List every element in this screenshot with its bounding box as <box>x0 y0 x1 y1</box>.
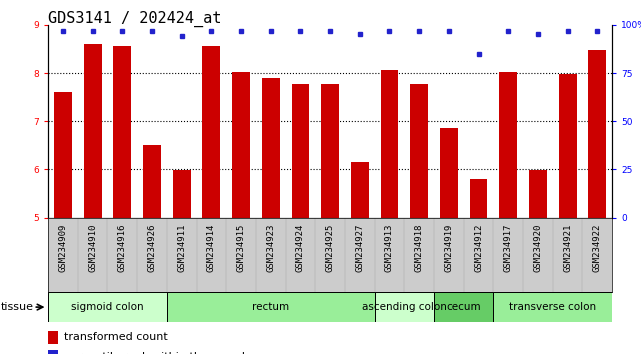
Bar <box>374 292 434 322</box>
Bar <box>48 350 58 354</box>
Bar <box>173 170 190 218</box>
Text: GSM234918: GSM234918 <box>415 224 424 272</box>
Text: GSM234910: GSM234910 <box>88 224 97 272</box>
Bar <box>113 46 131 218</box>
Text: transverse colon: transverse colon <box>509 302 596 312</box>
Bar <box>529 170 547 218</box>
Bar <box>292 84 310 218</box>
Bar <box>262 78 279 218</box>
Bar <box>410 84 428 218</box>
Bar <box>48 292 167 322</box>
Text: GSM234913: GSM234913 <box>385 224 394 272</box>
Text: GSM234922: GSM234922 <box>593 224 602 272</box>
Bar <box>588 50 606 218</box>
Text: GSM234919: GSM234919 <box>444 224 453 272</box>
Text: GSM234926: GSM234926 <box>147 224 156 272</box>
Bar <box>494 292 612 322</box>
Bar <box>84 44 101 218</box>
Text: GSM234923: GSM234923 <box>266 224 275 272</box>
Text: GSM234920: GSM234920 <box>533 224 542 272</box>
Text: tissue: tissue <box>1 302 33 312</box>
Text: GSM234916: GSM234916 <box>118 224 127 272</box>
Text: ascending colon: ascending colon <box>362 302 447 312</box>
Bar <box>203 46 221 218</box>
Bar <box>232 72 250 218</box>
Bar <box>143 145 161 218</box>
Text: GSM234924: GSM234924 <box>296 224 305 272</box>
Text: cecum: cecum <box>446 302 481 312</box>
Text: transformed count: transformed count <box>64 332 167 342</box>
Bar <box>559 74 576 218</box>
Bar <box>381 70 399 218</box>
Text: sigmoid colon: sigmoid colon <box>71 302 144 312</box>
Bar <box>499 72 517 218</box>
Text: GDS3141 / 202424_at: GDS3141 / 202424_at <box>48 11 221 27</box>
Bar <box>321 84 339 218</box>
Bar <box>440 129 458 218</box>
Text: GSM234909: GSM234909 <box>58 224 67 272</box>
Bar <box>351 162 369 218</box>
Bar <box>470 179 487 218</box>
Text: GSM234927: GSM234927 <box>355 224 364 272</box>
Text: GSM234917: GSM234917 <box>504 224 513 272</box>
Bar <box>54 92 72 218</box>
Text: GSM234925: GSM234925 <box>326 224 335 272</box>
Bar <box>48 331 58 343</box>
Text: GSM234921: GSM234921 <box>563 224 572 272</box>
Text: percentile rank within the sample: percentile rank within the sample <box>64 352 252 354</box>
Bar <box>434 292 494 322</box>
Text: GSM234912: GSM234912 <box>474 224 483 272</box>
Text: GSM234915: GSM234915 <box>237 224 246 272</box>
Bar <box>167 292 374 322</box>
Text: GSM234914: GSM234914 <box>207 224 216 272</box>
Text: GSM234911: GSM234911 <box>177 224 186 272</box>
Text: rectum: rectum <box>252 302 289 312</box>
